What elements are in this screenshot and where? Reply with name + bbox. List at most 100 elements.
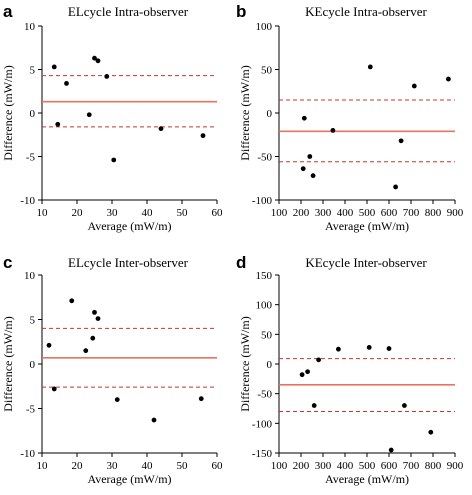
x-tick-label: 500 <box>359 207 376 219</box>
y-tick-label: 0 <box>267 108 273 120</box>
y-tick-label: 10 <box>24 270 36 282</box>
data-point <box>92 55 97 61</box>
y-tick-label: 100 <box>256 21 273 33</box>
data-point <box>307 154 313 159</box>
panel-letter: c <box>3 253 12 272</box>
chart-title: KEcycle Inter-observer <box>305 255 427 270</box>
x-tick-label: 50 <box>177 207 189 219</box>
y-tick-label: 150 <box>256 270 273 282</box>
y-axis-label: Difference (mW/m) <box>238 65 252 160</box>
data-point <box>111 157 117 163</box>
data-point <box>301 115 307 121</box>
data-point <box>198 396 204 402</box>
x-tick-label: 800 <box>425 460 442 472</box>
data-point <box>299 372 305 378</box>
y-axis-label: Difference (mW/m) <box>1 316 15 411</box>
x-tick-label: 50 <box>177 460 189 472</box>
data-point <box>51 386 57 392</box>
x-tick-label: 20 <box>72 460 84 472</box>
x-tick-label: 40 <box>142 207 154 219</box>
x-tick-label: 200 <box>293 460 310 472</box>
x-tick-label: 500 <box>359 460 376 472</box>
x-tick-label: 400 <box>337 207 354 219</box>
y-axis-label: Difference (mW/m) <box>238 316 252 411</box>
x-tick-label: 400 <box>337 460 354 472</box>
data-point <box>114 397 120 402</box>
panel-b: b KEcycle Intra-observer -100 -50 0 50 100 100 2… <box>236 2 464 233</box>
y-tick-label: 0 <box>267 359 273 371</box>
x-axis-label: Average (mW/m) <box>87 219 171 233</box>
data-point <box>92 309 97 315</box>
y-tick-label: -150 <box>252 448 273 460</box>
data-point <box>55 121 61 127</box>
data-point <box>104 74 110 79</box>
data-point <box>336 346 341 352</box>
y-tick-label: -5 <box>26 404 36 416</box>
data-point <box>95 316 101 322</box>
data-point <box>46 342 52 348</box>
x-tick-label: 10 <box>37 207 49 219</box>
data-point <box>411 83 417 89</box>
x-tick-label: 20 <box>72 207 84 219</box>
panel-letter: b <box>236 2 246 21</box>
y-axis-label: Difference (mW/m) <box>1 65 15 160</box>
x-tick-label: 100 <box>271 460 288 472</box>
data-point <box>64 81 69 86</box>
data-point <box>300 166 306 172</box>
data-point <box>388 447 394 453</box>
data-point <box>200 133 206 139</box>
x-tick-label: 800 <box>425 207 442 219</box>
x-tick-label: 60 <box>212 207 224 219</box>
y-tick-label: -5 <box>26 152 36 164</box>
x-axis-label: Average (mW/m) <box>325 219 409 233</box>
data-point <box>69 298 75 304</box>
x-axis-label: Average (mW/m) <box>87 472 171 486</box>
chart-title: KEcycle Intra-observer <box>305 4 427 19</box>
x-tick-label: 900 <box>447 207 464 219</box>
x-tick-label: 700 <box>403 460 420 472</box>
x-tick-label: 60 <box>212 460 224 472</box>
data-point <box>95 58 101 64</box>
panel-a: a ELcycle Intra-observer -10 -5 0 5 10 10 20 30 40… <box>1 2 223 233</box>
data-point <box>151 417 157 423</box>
y-tick-label: -50 <box>257 152 272 164</box>
data-point <box>90 335 96 341</box>
y-tick-label: -50 <box>257 389 272 401</box>
y-tick-label: 5 <box>30 65 36 77</box>
y-tick-label: 10 <box>24 21 36 33</box>
data-point <box>83 348 89 354</box>
y-tick-label: 0 <box>30 359 36 371</box>
y-tick-label: 100 <box>256 300 273 312</box>
x-tick-label: 300 <box>315 207 332 219</box>
panel-letter: a <box>3 2 13 21</box>
x-tick-label: 600 <box>381 460 398 472</box>
x-tick-label: 30 <box>107 460 119 472</box>
x-tick-label: 700 <box>403 207 420 219</box>
y-tick-label: 0 <box>30 108 36 120</box>
data-point <box>366 344 372 350</box>
data-point <box>386 346 392 351</box>
y-tick-label: -100 <box>252 418 273 430</box>
data-point <box>316 357 321 363</box>
panel-c: c ELcycle Inter-observer -10 -5 0 5 10 10 20 30 40… <box>1 253 223 486</box>
panel-d: d KEcycle Inter-observer -150 -100 -50 0 50 100… <box>236 253 464 486</box>
x-axis-label: Average (mW/m) <box>325 472 409 486</box>
chart-title: ELcycle Intra-observer <box>68 4 189 19</box>
y-tick-label: 50 <box>261 65 273 77</box>
x-tick-label: 40 <box>142 460 154 472</box>
data-point <box>86 112 92 118</box>
data-point <box>393 184 398 190</box>
data-point <box>311 403 317 408</box>
x-tick-label: 300 <box>315 460 332 472</box>
x-tick-label: 600 <box>381 207 398 219</box>
y-tick-label: 50 <box>261 329 273 341</box>
data-point <box>310 173 316 179</box>
data-point <box>330 127 336 133</box>
data-point <box>305 369 310 375</box>
data-point <box>446 76 451 82</box>
x-tick-label: 100 <box>271 207 288 219</box>
y-tick-label: -10 <box>20 195 35 207</box>
panel-letter: d <box>236 253 246 272</box>
data-point <box>158 126 164 132</box>
